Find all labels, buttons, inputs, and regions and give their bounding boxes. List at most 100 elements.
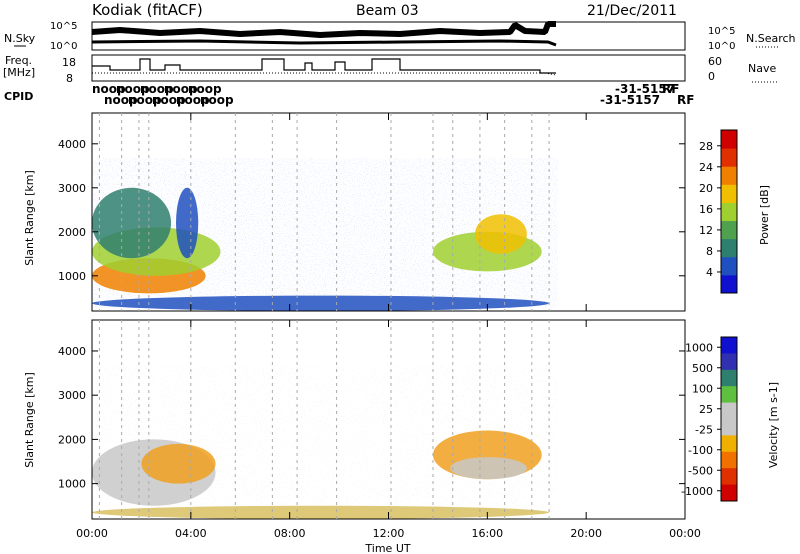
power-data-blobs bbox=[92, 187, 550, 311]
velocity-data-blobs bbox=[92, 430, 550, 519]
colorbar-tick-label: 500 bbox=[692, 362, 713, 375]
nsky-trace bbox=[91, 21, 556, 38]
freq-trace bbox=[92, 58, 556, 74]
cpid-text: noop bbox=[200, 93, 234, 107]
freq-frame bbox=[91, 54, 686, 82]
data-blob bbox=[450, 457, 527, 480]
nsky-frame bbox=[91, 21, 686, 51]
colorbar-swatch bbox=[721, 238, 737, 258]
colorbar-swatch bbox=[721, 419, 737, 436]
cpid-text: noop bbox=[104, 93, 138, 107]
colorbar-tick-label: -1000 bbox=[681, 485, 713, 498]
colorbar-frame bbox=[720, 129, 738, 294]
y-tick-label: 3000 bbox=[58, 182, 86, 195]
y-tick-label: 1000 bbox=[58, 270, 86, 283]
freq-label-1: Freq. bbox=[5, 54, 32, 67]
power-panel: 1000 2000 3000 4000 Slant Range [km] 4 8 12 16… bbox=[23, 112, 771, 312]
y-tick-label: 2000 bbox=[58, 226, 86, 239]
velocity-y-axis: 1000 2000 3000 4000 bbox=[58, 320, 685, 519]
colorbar-tick-label: 25 bbox=[699, 403, 713, 416]
x-axis-label: Time UT bbox=[364, 542, 410, 554]
rf-mark-1: RF bbox=[662, 82, 679, 96]
cpid-text: noop bbox=[116, 82, 150, 96]
x-tick-label: 20:00 bbox=[570, 527, 602, 540]
y-tick-label: 1000 bbox=[58, 478, 86, 491]
nsearch-label: N.Search bbox=[746, 32, 796, 45]
nave-tick-bottom: 0 bbox=[708, 70, 715, 83]
colorbar-tick-label: 12 bbox=[699, 224, 713, 237]
y-tick-label: 3000 bbox=[58, 389, 86, 402]
nsearch-trace bbox=[91, 39, 557, 47]
date-title: 21/Dec/2011 bbox=[587, 3, 677, 19]
colorbar-tick-label: -500 bbox=[688, 464, 713, 477]
data-blob bbox=[474, 214, 527, 254]
nsky-label: N.Sky bbox=[4, 32, 36, 45]
nave-trace bbox=[92, 72, 557, 76]
nave-tick-top: 60 bbox=[708, 55, 722, 68]
nsearch-tick-bottom: 10^0 bbox=[708, 41, 735, 52]
colorbar-swatch bbox=[721, 484, 737, 502]
data-blob bbox=[92, 295, 550, 311]
velocity-ylabel: Slant Range [km] bbox=[23, 372, 36, 468]
colorbar-swatch bbox=[721, 353, 737, 371]
data-blob bbox=[176, 187, 199, 259]
freq-label-2: [MHz] bbox=[3, 66, 35, 79]
colorbar-swatch bbox=[721, 468, 737, 486]
x-tick-label: 00:00 bbox=[669, 527, 701, 540]
colorbar-tick-label: 100 bbox=[692, 382, 713, 395]
freq-tick-bottom: 8 bbox=[66, 72, 73, 85]
cpid-text: noop bbox=[188, 82, 222, 96]
velocity-colorbar: 1000 500 100 25 -25 -100 -500 -1000 bbox=[681, 336, 738, 502]
time-x-axis: 00:00 04:00 08:00 12:00 16:00 20:00 00:00 bbox=[76, 113, 701, 540]
colorbar-tick-label: 4 bbox=[706, 266, 713, 279]
colorbar-tick-label: 20 bbox=[699, 182, 713, 195]
nsky-tick-top: 10^5 bbox=[50, 21, 77, 32]
power-cbar-label: Power [dB] bbox=[758, 185, 771, 245]
power-ylabel: Slant Range [km] bbox=[23, 170, 36, 266]
colorbar-swatch bbox=[721, 337, 737, 354]
colorbar-tick-label: 24 bbox=[699, 161, 713, 174]
nsky-tick-bottom: 10^0 bbox=[50, 41, 77, 52]
cpid-label: CPID bbox=[4, 90, 33, 103]
y-tick-label: 2000 bbox=[58, 433, 86, 446]
colorbar-tick-label: -25 bbox=[695, 423, 713, 436]
colorbar-swatch bbox=[721, 148, 737, 167]
cpid-row: CPID noopnoopnoopnoopnoopnoopnoopnoopnoo… bbox=[4, 82, 694, 107]
freq-panel: Freq. [MHz] 18 8 60 0 Nave bbox=[3, 54, 778, 85]
colorbar-tick-label: -100 bbox=[688, 444, 713, 457]
power-colorbar: 4 8 12 16 20 24 28 bbox=[699, 129, 738, 294]
x-tick-label: 16:00 bbox=[471, 527, 503, 540]
colorbar-swatch bbox=[721, 451, 737, 469]
colorbar-swatch bbox=[721, 256, 737, 276]
colorbar-swatch bbox=[721, 386, 737, 404]
cpid-tail: -31-5157 bbox=[615, 82, 675, 96]
colorbar-tick-label: 1000 bbox=[685, 341, 713, 354]
beam-title: Beam 03 bbox=[356, 3, 419, 19]
colorbar-tick-label: 8 bbox=[706, 245, 713, 258]
colorbar-swatch bbox=[721, 369, 737, 387]
cpid-text: noop bbox=[92, 82, 126, 96]
cpid-text: noop bbox=[176, 93, 210, 107]
nsky-panel: N.Sky 10^5 10^0 10^5 10^0 N.Search bbox=[4, 21, 796, 52]
colorbar-swatch bbox=[721, 202, 737, 222]
data-blob bbox=[141, 443, 216, 484]
y-tick-label: 4000 bbox=[58, 138, 86, 151]
cpid-text: noop bbox=[140, 82, 174, 96]
colorbar-swatch bbox=[721, 166, 737, 185]
data-blob bbox=[92, 505, 550, 519]
colorbar-swatch bbox=[721, 435, 737, 453]
power-y-axis: 1000 2000 3000 4000 bbox=[58, 113, 685, 311]
y-tick-label: 4000 bbox=[58, 345, 86, 358]
rf-mark-2: RF bbox=[677, 93, 694, 107]
data-blob bbox=[92, 187, 172, 259]
colorbar-frame bbox=[720, 336, 738, 502]
cpid-text: noop bbox=[128, 93, 162, 107]
colorbar-swatch bbox=[721, 402, 737, 420]
station-title: Kodiak (fitACF) bbox=[92, 1, 203, 19]
x-tick-label: 12:00 bbox=[373, 527, 405, 540]
colorbar-swatch bbox=[721, 130, 737, 149]
nave-label: Nave bbox=[748, 62, 776, 75]
x-tick-label: 00:00 bbox=[76, 527, 108, 540]
